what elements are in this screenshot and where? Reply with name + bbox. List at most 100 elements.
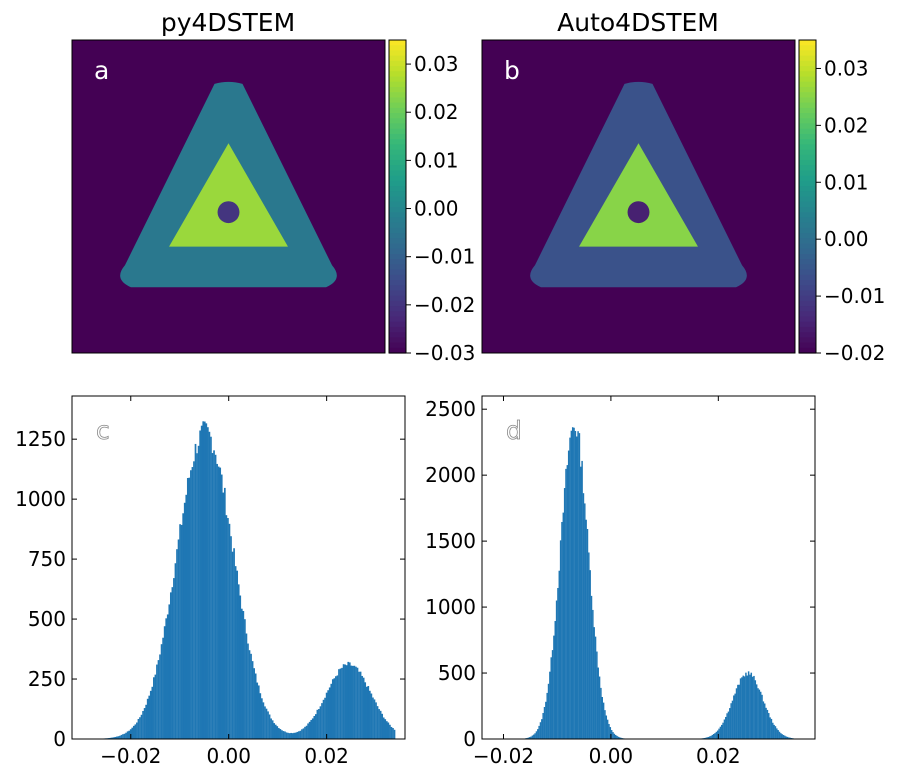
hist-bar-d xyxy=(541,719,543,739)
hist-bar-c xyxy=(350,665,353,739)
hist-bar-c xyxy=(122,734,124,739)
hist-bar-d xyxy=(780,733,782,739)
hist-bar-d xyxy=(527,737,530,739)
hist-bar-c xyxy=(186,478,189,739)
hist-bar-d xyxy=(708,736,711,739)
hist-bar-c xyxy=(268,714,271,739)
hist-bar-d xyxy=(734,693,736,739)
hist-bar-c xyxy=(228,523,231,739)
hist-bar-c xyxy=(294,732,297,739)
hist-bar-d xyxy=(706,737,708,739)
hist-bar-c xyxy=(256,682,259,739)
colorbar-segment-b xyxy=(799,274,816,281)
hist-bar-c xyxy=(222,492,225,739)
hist-bar-c xyxy=(287,732,289,739)
hist-bar-d xyxy=(534,733,536,739)
hist-bar-c xyxy=(373,699,376,739)
hist-bar-c xyxy=(284,731,286,739)
colorbar-segment-a xyxy=(389,139,406,145)
hist-bar-d xyxy=(741,677,743,739)
hist-bar-c xyxy=(225,515,228,739)
hist-bar-c xyxy=(160,644,163,739)
hist-bar-c xyxy=(139,717,141,739)
hist-bar-c xyxy=(117,736,120,739)
hist-bar-c xyxy=(345,665,348,739)
hist-bar-c xyxy=(361,675,363,739)
hist-bar-d xyxy=(785,736,787,739)
hist-bar-d xyxy=(570,430,573,739)
hist-bar-c xyxy=(173,578,175,739)
colorbar-segment-a xyxy=(389,342,406,349)
histogram-d: −0.02 0.00 0.02 0 500 1000 1500 2000 2500 xyxy=(425,395,816,768)
colorbar-segment-a xyxy=(389,332,406,338)
hist-bar-c xyxy=(308,721,311,739)
hist-bar-c xyxy=(253,668,255,739)
colorbar-segment-b xyxy=(799,248,816,255)
hist-bar-d xyxy=(549,671,551,739)
hist-bar-c xyxy=(316,709,319,739)
hist-bar-c xyxy=(148,695,151,739)
hist-bar-d xyxy=(616,735,618,739)
colorbar-segment-b xyxy=(799,149,816,156)
colorbar-segment-b xyxy=(799,279,816,286)
colorbar-segment-a xyxy=(389,227,406,234)
hist-bar-c xyxy=(247,643,249,739)
panel-d-letter: d xyxy=(506,416,522,445)
colorbar-segment-a xyxy=(389,243,406,250)
hist-bar-c xyxy=(214,454,217,739)
hist-bar-c xyxy=(372,697,374,739)
inner-triangle-a xyxy=(169,143,288,247)
map-frame-a xyxy=(71,39,386,354)
colorbar-segment-a xyxy=(389,180,406,187)
hist-bar-c xyxy=(310,719,313,739)
colorbar-segment-b xyxy=(799,45,816,52)
colorbar-segment-b xyxy=(799,191,816,198)
hist-bar-d xyxy=(586,528,589,739)
hist-bar-d xyxy=(726,713,728,739)
colorbar-segment-a xyxy=(389,102,406,109)
colorbar-segment-a xyxy=(389,175,406,182)
hist-bar-c xyxy=(213,450,215,739)
hist-bar-c xyxy=(375,702,377,739)
colorbar-segment-a xyxy=(389,321,406,328)
colorbar-segment-b xyxy=(799,290,816,297)
colorbar-segment-a xyxy=(389,316,406,323)
hist-bar-c xyxy=(293,732,296,739)
colorbar-segment-a xyxy=(389,60,406,67)
colorbar-tick-label-a: 0.01 xyxy=(414,148,459,172)
hist-bar-c xyxy=(290,732,293,739)
hist-bar-d xyxy=(773,724,775,739)
hist-bar-c xyxy=(307,723,309,739)
hist-bar-d xyxy=(782,734,785,739)
hist-bar-c xyxy=(154,674,157,739)
hist-bar-d xyxy=(545,701,547,739)
hist-bar-c xyxy=(196,453,198,739)
hist-bar-c xyxy=(223,487,226,739)
colorbar-segment-b xyxy=(799,71,816,78)
hist-bar-c xyxy=(162,637,164,739)
hist-bar-c xyxy=(233,548,235,739)
hist-bar-d xyxy=(746,675,749,739)
colorbar-segment-a xyxy=(389,300,406,307)
panel-b-title: Auto4DSTEM xyxy=(557,8,719,37)
colorbar-segment-a xyxy=(389,50,406,57)
colorbar-segment-b xyxy=(799,326,816,333)
hist-bar-d xyxy=(567,450,570,739)
colorbar-segment-b xyxy=(799,264,816,271)
hist-bar-c xyxy=(392,728,394,739)
hist-bar-c xyxy=(191,467,194,739)
hist-bar-c xyxy=(259,693,262,739)
hist-bar-d xyxy=(602,702,605,739)
hist-bar-c xyxy=(262,702,265,739)
hist-bar-c xyxy=(239,595,242,739)
hist-bar-d xyxy=(727,711,730,739)
hist-bar-d xyxy=(580,466,582,739)
hist-bar-c xyxy=(234,566,237,739)
hist-bar-d xyxy=(585,519,587,739)
map-frame-b xyxy=(481,39,796,354)
colorbar-segment-a xyxy=(389,295,406,302)
hist-bar-d xyxy=(538,725,540,739)
hist-bar-d xyxy=(530,736,532,739)
colorbar-segment-a xyxy=(389,326,406,333)
hist-bar-d xyxy=(575,436,578,739)
